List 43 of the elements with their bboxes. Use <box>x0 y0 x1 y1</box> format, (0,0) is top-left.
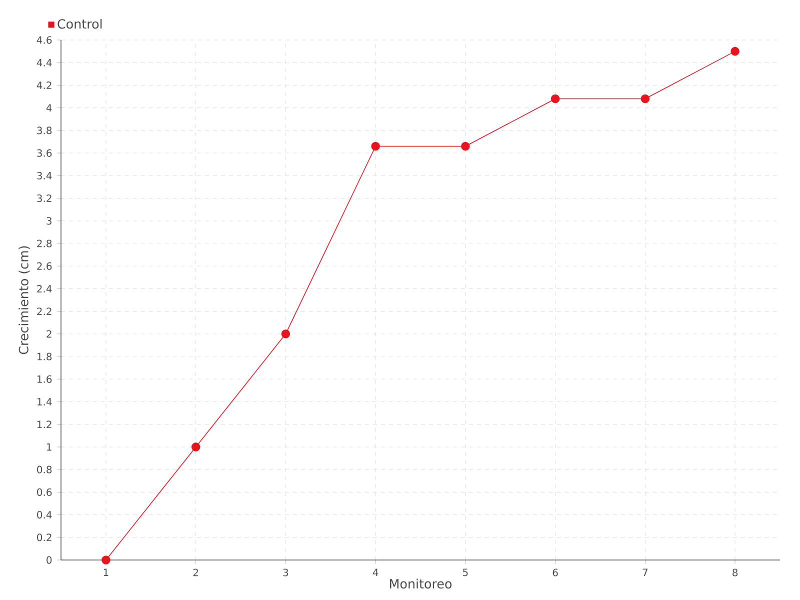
y-tick-label: 1 <box>47 443 52 451</box>
point <box>281 330 290 338</box>
y-tick-label: 0.6 <box>37 488 52 496</box>
point <box>730 46 740 56</box>
y-tick-label: 4.6 <box>36 36 52 44</box>
y-tick-label: 3.6 <box>37 149 52 157</box>
x-tick-label: 4 <box>372 568 378 576</box>
x-tick-label: 7 <box>642 568 648 576</box>
x-tick-label: 6 <box>552 568 558 576</box>
y-tick-label: 4.4 <box>36 58 52 66</box>
x-tick-label: 1 <box>104 568 108 576</box>
y-tick-label: 4.2 <box>36 82 52 89</box>
y-tick-label: 3.8 <box>37 126 52 134</box>
point <box>640 94 650 104</box>
y-tick-label: 1.2 <box>37 420 52 428</box>
y-tick-label: 4 <box>46 104 52 112</box>
y-tick-label: 1.6 <box>37 375 52 383</box>
y-axis-title: Crecimiento (cm) <box>18 246 30 354</box>
y-tick-label: 3.4 <box>37 172 52 180</box>
y-tick-label: 3.2 <box>37 194 52 202</box>
point <box>461 142 470 151</box>
y-tick-label: 2 <box>46 330 52 338</box>
point <box>191 442 200 452</box>
x-axis-title: Monitoreo <box>390 578 452 589</box>
y-tick-label: 1.4 <box>37 398 52 406</box>
point <box>550 94 560 104</box>
y-tick-label: 0.2 <box>37 534 52 542</box>
y-tick-label: 1.8 <box>37 352 52 360</box>
y-tick-label: 0.8 <box>37 466 52 474</box>
y-tick-label: 2.6 <box>37 262 52 270</box>
point <box>371 142 380 151</box>
legend-label: Control <box>58 18 102 29</box>
x-tick-label: 5 <box>463 568 468 576</box>
y-tick-label: 2.2 <box>37 308 52 316</box>
y-tick-label: 3 <box>46 217 52 225</box>
x-tick-label: 3 <box>283 568 288 576</box>
y-tick-label: 2.4 <box>37 284 52 292</box>
x-tick-label: 8 <box>732 568 738 576</box>
point <box>102 556 110 564</box>
x-tick-label: 2 <box>193 568 198 576</box>
y-tick-label: 0.4 <box>37 511 52 519</box>
y-tick-label: 2.8 <box>37 240 52 248</box>
y-tick-label: 0 <box>46 556 52 564</box>
